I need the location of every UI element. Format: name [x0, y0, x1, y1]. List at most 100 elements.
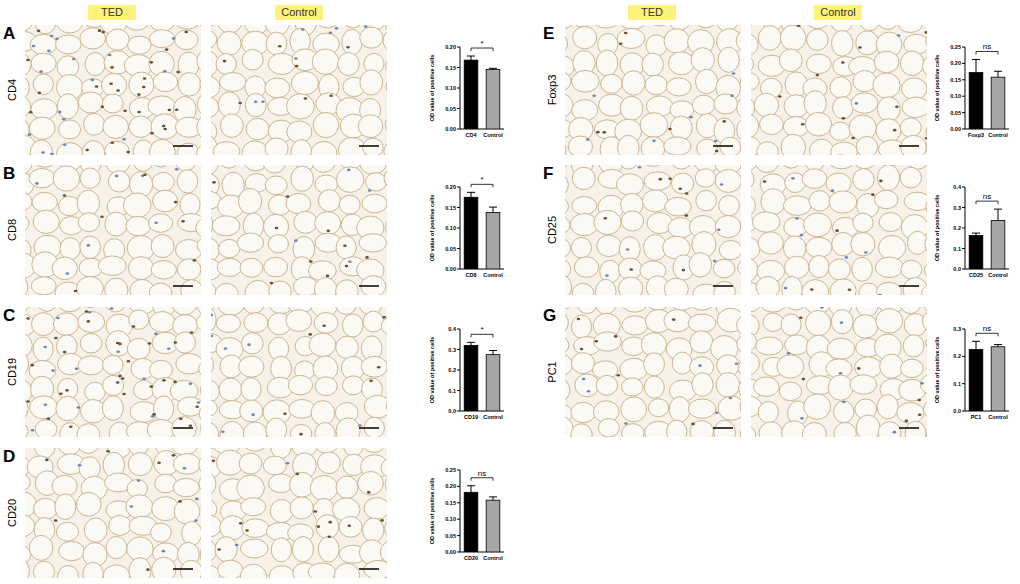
panel-label: E: [543, 24, 554, 43]
x-tick-label: Control: [483, 272, 503, 278]
adipocyte: [60, 238, 80, 260]
scale-bar: [899, 285, 919, 287]
y-tick: [457, 329, 460, 330]
nucleus: [358, 424, 362, 427]
y-tick: [457, 207, 460, 208]
bar: [486, 212, 500, 269]
y-tick: [457, 88, 460, 89]
nucleus: [730, 94, 734, 97]
adipocyte: [691, 48, 714, 72]
y-tick-label: 0.15: [445, 205, 456, 211]
adipocyte: [926, 165, 927, 174]
y-tick-label: 0.05: [950, 110, 961, 116]
nucleus: [816, 74, 820, 77]
nucleus: [275, 227, 279, 230]
micrograph-bg: [25, 25, 201, 155]
adipocyte: [878, 422, 901, 437]
nucleus: [101, 31, 105, 34]
y-tick-label: 0.10: [445, 85, 456, 91]
adipocyte: [572, 315, 592, 338]
nucleus: [173, 381, 177, 384]
adipocyte: [757, 142, 779, 155]
micrograph: [25, 307, 201, 437]
adipocyte: [826, 173, 851, 193]
adipocyte: [877, 25, 898, 30]
adipocyte: [211, 380, 219, 402]
nucleus: [189, 424, 193, 427]
nucleus: [329, 32, 333, 35]
adipocyte: [128, 36, 151, 54]
adipocyte: [310, 475, 338, 500]
adipocyte: [385, 114, 387, 136]
nucleus: [840, 321, 844, 324]
adipocyte: [238, 188, 261, 214]
adipocyte: [565, 165, 569, 169]
nucleus: [163, 128, 167, 131]
adipocyte: [315, 278, 337, 295]
nucleus: [193, 259, 197, 262]
adipocyte: [597, 235, 621, 257]
adipocyte: [688, 307, 715, 310]
adipocyte: [133, 165, 153, 171]
adipocyte: [57, 94, 78, 119]
micrograph-bg: [211, 25, 387, 155]
nucleus: [118, 375, 122, 378]
nucleus: [596, 131, 600, 134]
nucleus: [142, 86, 146, 89]
y-tick-label: 0.4: [953, 184, 962, 190]
adipocyte: [565, 335, 569, 355]
adipocyte: [336, 418, 360, 437]
nucleus: [211, 335, 213, 338]
nucleus: [729, 397, 733, 400]
adipocyte: [715, 215, 741, 237]
adipocyte: [197, 236, 201, 254]
error-bar: [994, 345, 1002, 347]
y-tick-label: 0.05: [445, 533, 456, 539]
adipocyte: [53, 166, 79, 191]
nucleus: [802, 378, 806, 381]
bar: [991, 220, 1005, 269]
adipocyte: [648, 25, 672, 26]
nucleus: [295, 65, 299, 68]
adipocyte: [153, 190, 178, 212]
adipocyte: [309, 333, 336, 357]
adipocyte: [905, 421, 926, 437]
adipocyte: [153, 396, 173, 421]
adipocyte: [129, 116, 152, 137]
adipocyte: [714, 94, 738, 114]
adipocyte: [922, 284, 927, 295]
nucleus: [41, 151, 45, 154]
nucleus: [629, 268, 633, 271]
adipocyte: [128, 453, 152, 476]
column-header: Control: [281, 6, 316, 18]
adipocyte: [25, 333, 32, 357]
y-tick: [457, 67, 460, 68]
y-tick: [962, 63, 965, 64]
nucleus: [195, 405, 199, 408]
adipocyte: [105, 278, 128, 295]
nucleus: [195, 498, 199, 501]
adipocyte: [318, 536, 339, 561]
adipocyte: [641, 137, 665, 155]
panel-label: G: [543, 306, 556, 325]
nucleus: [137, 93, 141, 96]
adipocyte: [80, 28, 106, 49]
scale-bar: [173, 568, 193, 570]
nucleus: [174, 341, 178, 344]
adipocyte: [211, 472, 216, 496]
y-tick-label: 0.10: [445, 225, 456, 231]
adipocyte: [57, 143, 83, 155]
nucleus: [795, 217, 799, 220]
nucleus: [47, 50, 51, 53]
adipocyte: [336, 336, 359, 358]
nucleus: [132, 325, 136, 328]
adipocyte: [246, 118, 269, 139]
adipocyte: [644, 172, 671, 190]
micrograph-bg: [751, 165, 927, 295]
adipocyte: [80, 168, 100, 188]
micrograph: [751, 165, 927, 295]
adipocyte: [592, 25, 620, 28]
nucleus: [659, 178, 663, 181]
adipocyte: [714, 281, 736, 295]
adipocyte: [692, 373, 713, 397]
